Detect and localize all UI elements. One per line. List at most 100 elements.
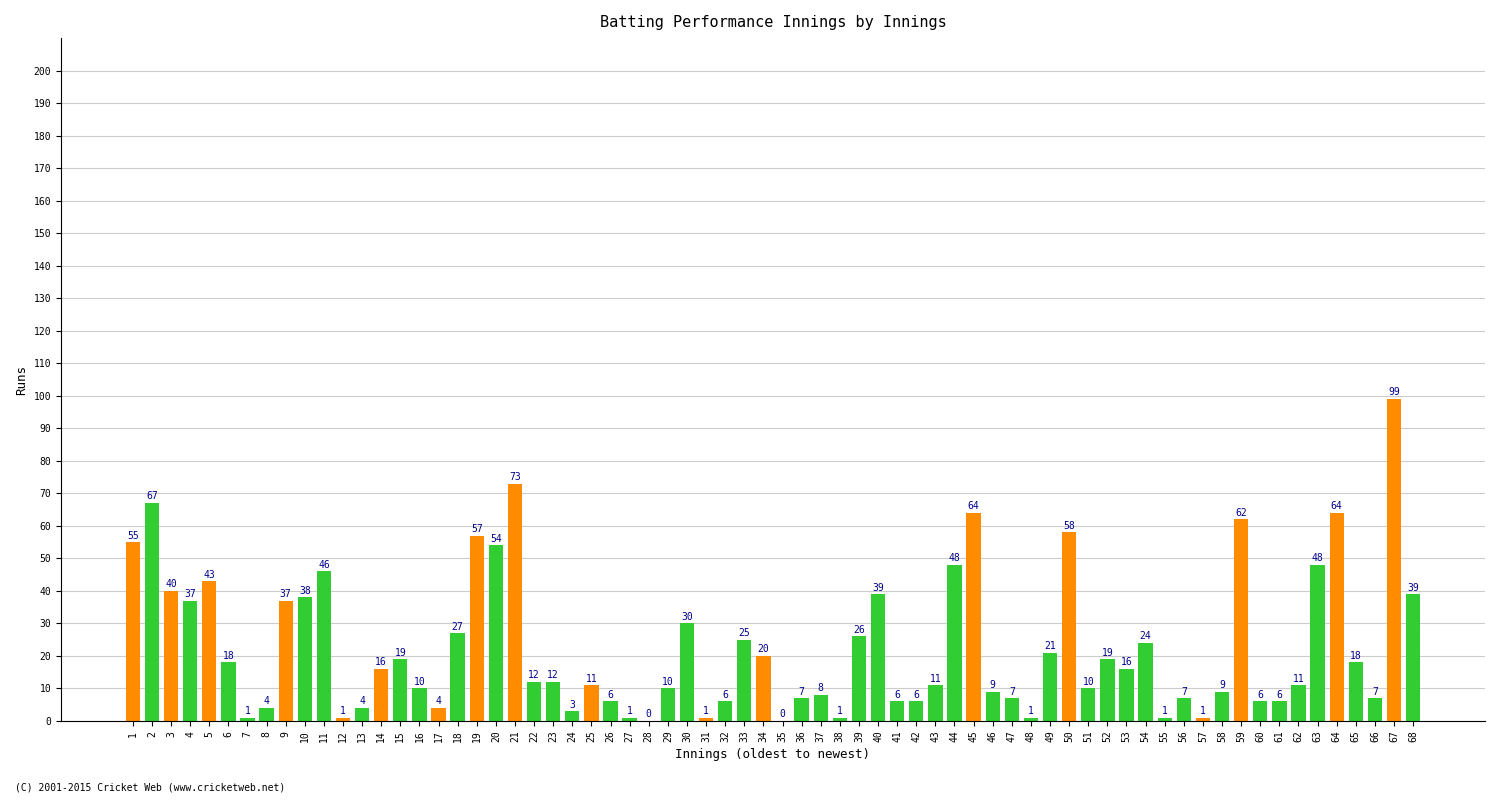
Bar: [374, 669, 388, 721]
Text: 48: 48: [948, 554, 960, 563]
Text: 9: 9: [1220, 680, 1226, 690]
Bar: [432, 708, 445, 721]
Text: (C) 2001-2015 Cricket Web (www.cricketweb.net): (C) 2001-2015 Cricket Web (www.cricketwe…: [15, 782, 285, 792]
Bar: [585, 686, 598, 721]
Bar: [948, 565, 962, 721]
Bar: [1234, 519, 1248, 721]
Bar: [1062, 532, 1077, 721]
Bar: [1176, 698, 1191, 721]
Y-axis label: Runs: Runs: [15, 365, 28, 394]
Bar: [795, 698, 808, 721]
Bar: [1388, 399, 1401, 721]
Bar: [509, 483, 522, 721]
Text: 38: 38: [298, 586, 310, 596]
Bar: [546, 682, 561, 721]
Bar: [1100, 659, 1114, 721]
Text: 1: 1: [837, 706, 843, 716]
Bar: [986, 692, 1000, 721]
Text: 43: 43: [204, 570, 214, 579]
Text: 37: 37: [184, 589, 196, 599]
Text: 7: 7: [1372, 686, 1378, 697]
Bar: [1196, 718, 1210, 721]
Title: Batting Performance Innings by Innings: Batting Performance Innings by Innings: [600, 15, 946, 30]
Bar: [1215, 692, 1228, 721]
Text: 1: 1: [1028, 706, 1033, 716]
Text: 99: 99: [1388, 387, 1400, 398]
Text: 12: 12: [548, 670, 560, 680]
Bar: [279, 601, 292, 721]
Bar: [852, 637, 865, 721]
Text: 10: 10: [1083, 677, 1094, 687]
Text: 67: 67: [146, 491, 158, 502]
Bar: [1082, 689, 1095, 721]
Bar: [718, 702, 732, 721]
Text: 1: 1: [244, 706, 250, 716]
Text: 4: 4: [435, 696, 441, 706]
Text: 1: 1: [627, 706, 633, 716]
Text: 10: 10: [414, 677, 426, 687]
Text: 64: 64: [968, 502, 980, 511]
Bar: [297, 598, 312, 721]
Text: 58: 58: [1064, 521, 1076, 530]
Text: 21: 21: [1044, 641, 1056, 651]
Bar: [220, 662, 236, 721]
Text: 46: 46: [318, 560, 330, 570]
Text: 3: 3: [570, 699, 574, 710]
Bar: [164, 591, 178, 721]
Text: 57: 57: [471, 524, 483, 534]
Bar: [316, 571, 332, 721]
Text: 1: 1: [1161, 706, 1167, 716]
Text: 62: 62: [1234, 508, 1246, 518]
Text: 18: 18: [222, 651, 234, 661]
Bar: [756, 656, 771, 721]
Bar: [1005, 698, 1019, 721]
Bar: [1329, 513, 1344, 721]
Text: 7: 7: [1010, 686, 1016, 697]
Text: 10: 10: [662, 677, 674, 687]
Bar: [1272, 702, 1287, 721]
Text: 64: 64: [1330, 502, 1342, 511]
Bar: [240, 718, 255, 721]
Bar: [393, 659, 408, 721]
Text: 48: 48: [1311, 554, 1323, 563]
Bar: [699, 718, 712, 721]
Bar: [470, 536, 484, 721]
Bar: [966, 513, 981, 721]
Text: 20: 20: [758, 644, 770, 654]
Text: 4: 4: [358, 696, 364, 706]
Bar: [1252, 702, 1268, 721]
Text: 6: 6: [894, 690, 900, 700]
Bar: [1348, 662, 1364, 721]
Bar: [260, 708, 273, 721]
Text: 54: 54: [490, 534, 501, 544]
Bar: [871, 594, 885, 721]
Bar: [144, 503, 159, 721]
Text: 16: 16: [375, 658, 387, 667]
Text: 16: 16: [1120, 658, 1132, 667]
Text: 19: 19: [394, 647, 406, 658]
Text: 8: 8: [818, 683, 824, 694]
Text: 25: 25: [738, 628, 750, 638]
Text: 4: 4: [264, 696, 270, 706]
Bar: [489, 546, 502, 721]
Text: 27: 27: [452, 622, 464, 631]
Bar: [450, 633, 465, 721]
Bar: [1292, 686, 1305, 721]
Bar: [622, 718, 638, 721]
Bar: [202, 581, 216, 721]
Text: 18: 18: [1350, 651, 1362, 661]
Bar: [356, 708, 369, 721]
Text: 6: 6: [722, 690, 728, 700]
Text: 39: 39: [1407, 582, 1419, 593]
Text: 11: 11: [930, 674, 942, 683]
Bar: [526, 682, 542, 721]
Bar: [336, 718, 350, 721]
Bar: [660, 689, 675, 721]
Text: 24: 24: [1140, 631, 1152, 642]
Text: 1: 1: [704, 706, 710, 716]
Text: 39: 39: [871, 582, 883, 593]
Bar: [813, 695, 828, 721]
Text: 73: 73: [509, 472, 520, 482]
Bar: [1311, 565, 1324, 721]
Text: 40: 40: [165, 579, 177, 590]
